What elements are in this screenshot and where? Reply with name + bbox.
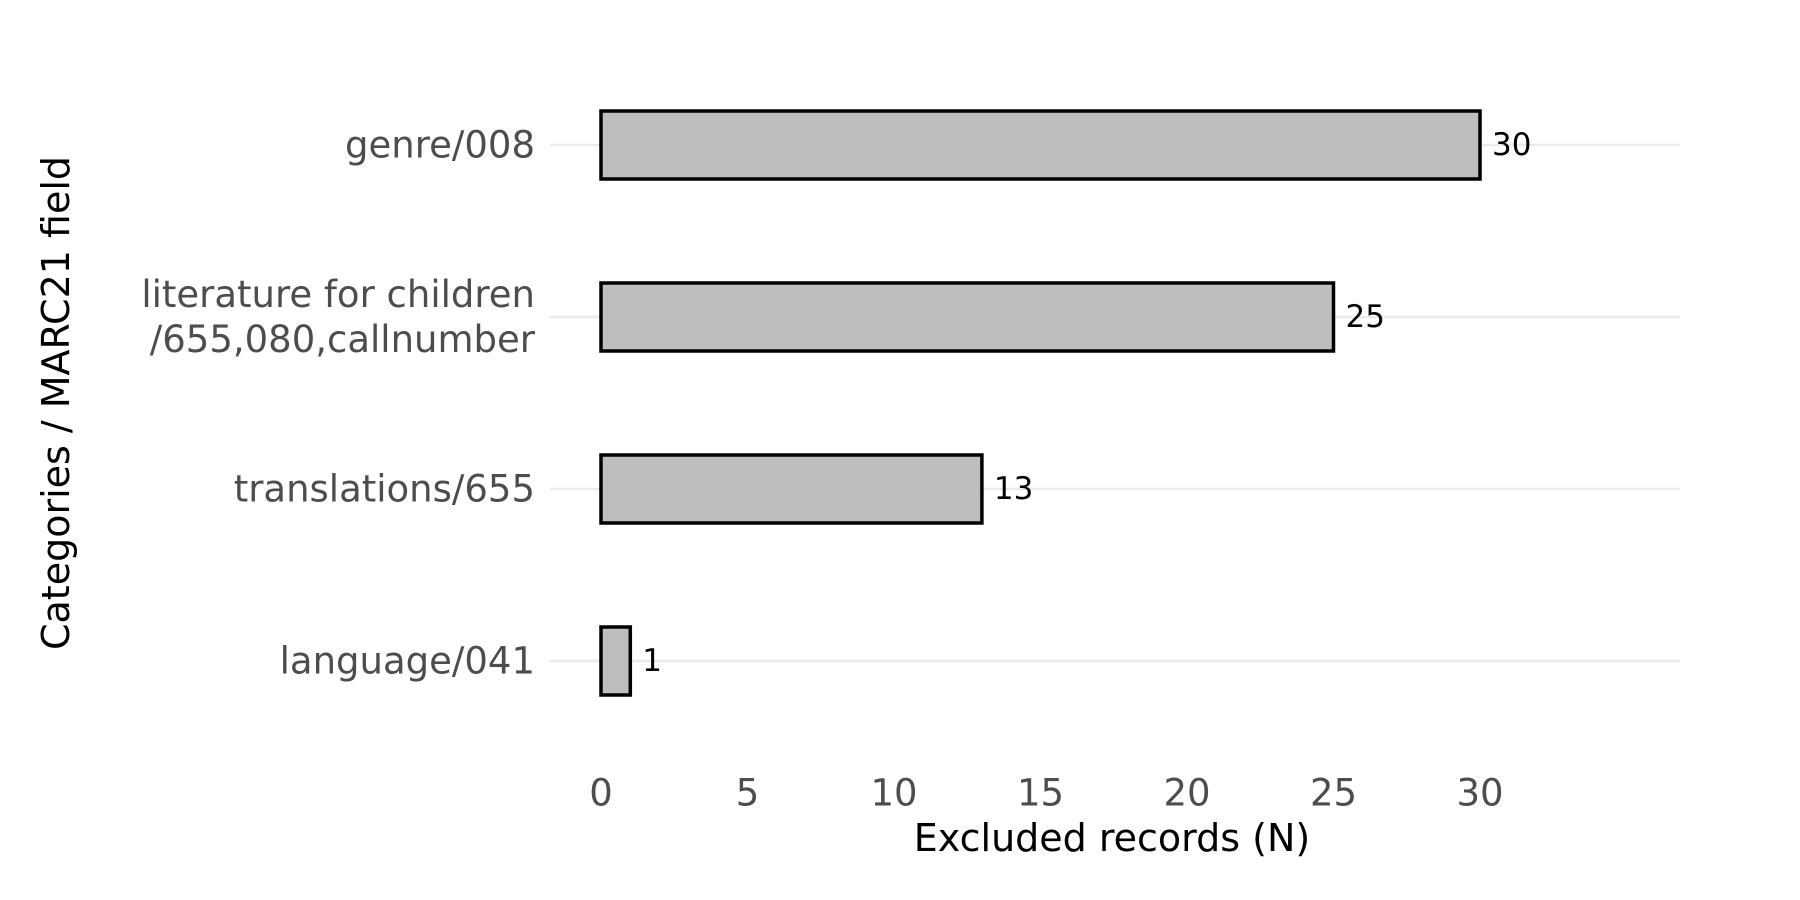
category-label: literature for children [141,273,535,316]
x-axis-ticks: 0 5 10 15 20 25 30 [589,772,1503,815]
x-tick-label: 15 [1017,772,1064,815]
bar [599,453,984,525]
y-axis-title: Categories / MARC21 field [34,156,78,650]
bar [599,109,1482,181]
x-axis-title: Excluded records (N) [914,816,1310,860]
bar-value-label: 25 [1346,299,1385,335]
x-tick-label: 10 [870,772,917,815]
value-labels: 30 25 13 1 [642,127,1531,679]
category-label: /655,080,callnumber [150,318,536,361]
x-tick-label: 30 [1456,772,1503,815]
x-tick-label: 0 [589,772,613,815]
category-label: genre/008 [345,124,535,167]
category-labels: genre/008 literature for children/655,080… [141,124,535,683]
x-tick-label: 20 [1163,772,1210,815]
bars [599,109,1482,697]
bar-value-label: 13 [994,471,1033,507]
bar-value-label: 1 [642,643,662,679]
x-tick-label: 5 [736,772,760,815]
bar-value-label: 30 [1492,127,1531,163]
category-label: language/041 [280,640,535,683]
gridlines [550,143,1680,663]
bar [599,281,1336,353]
x-tick-label: 25 [1310,772,1357,815]
bar [599,625,633,697]
category-label: translations/655 [234,468,535,511]
